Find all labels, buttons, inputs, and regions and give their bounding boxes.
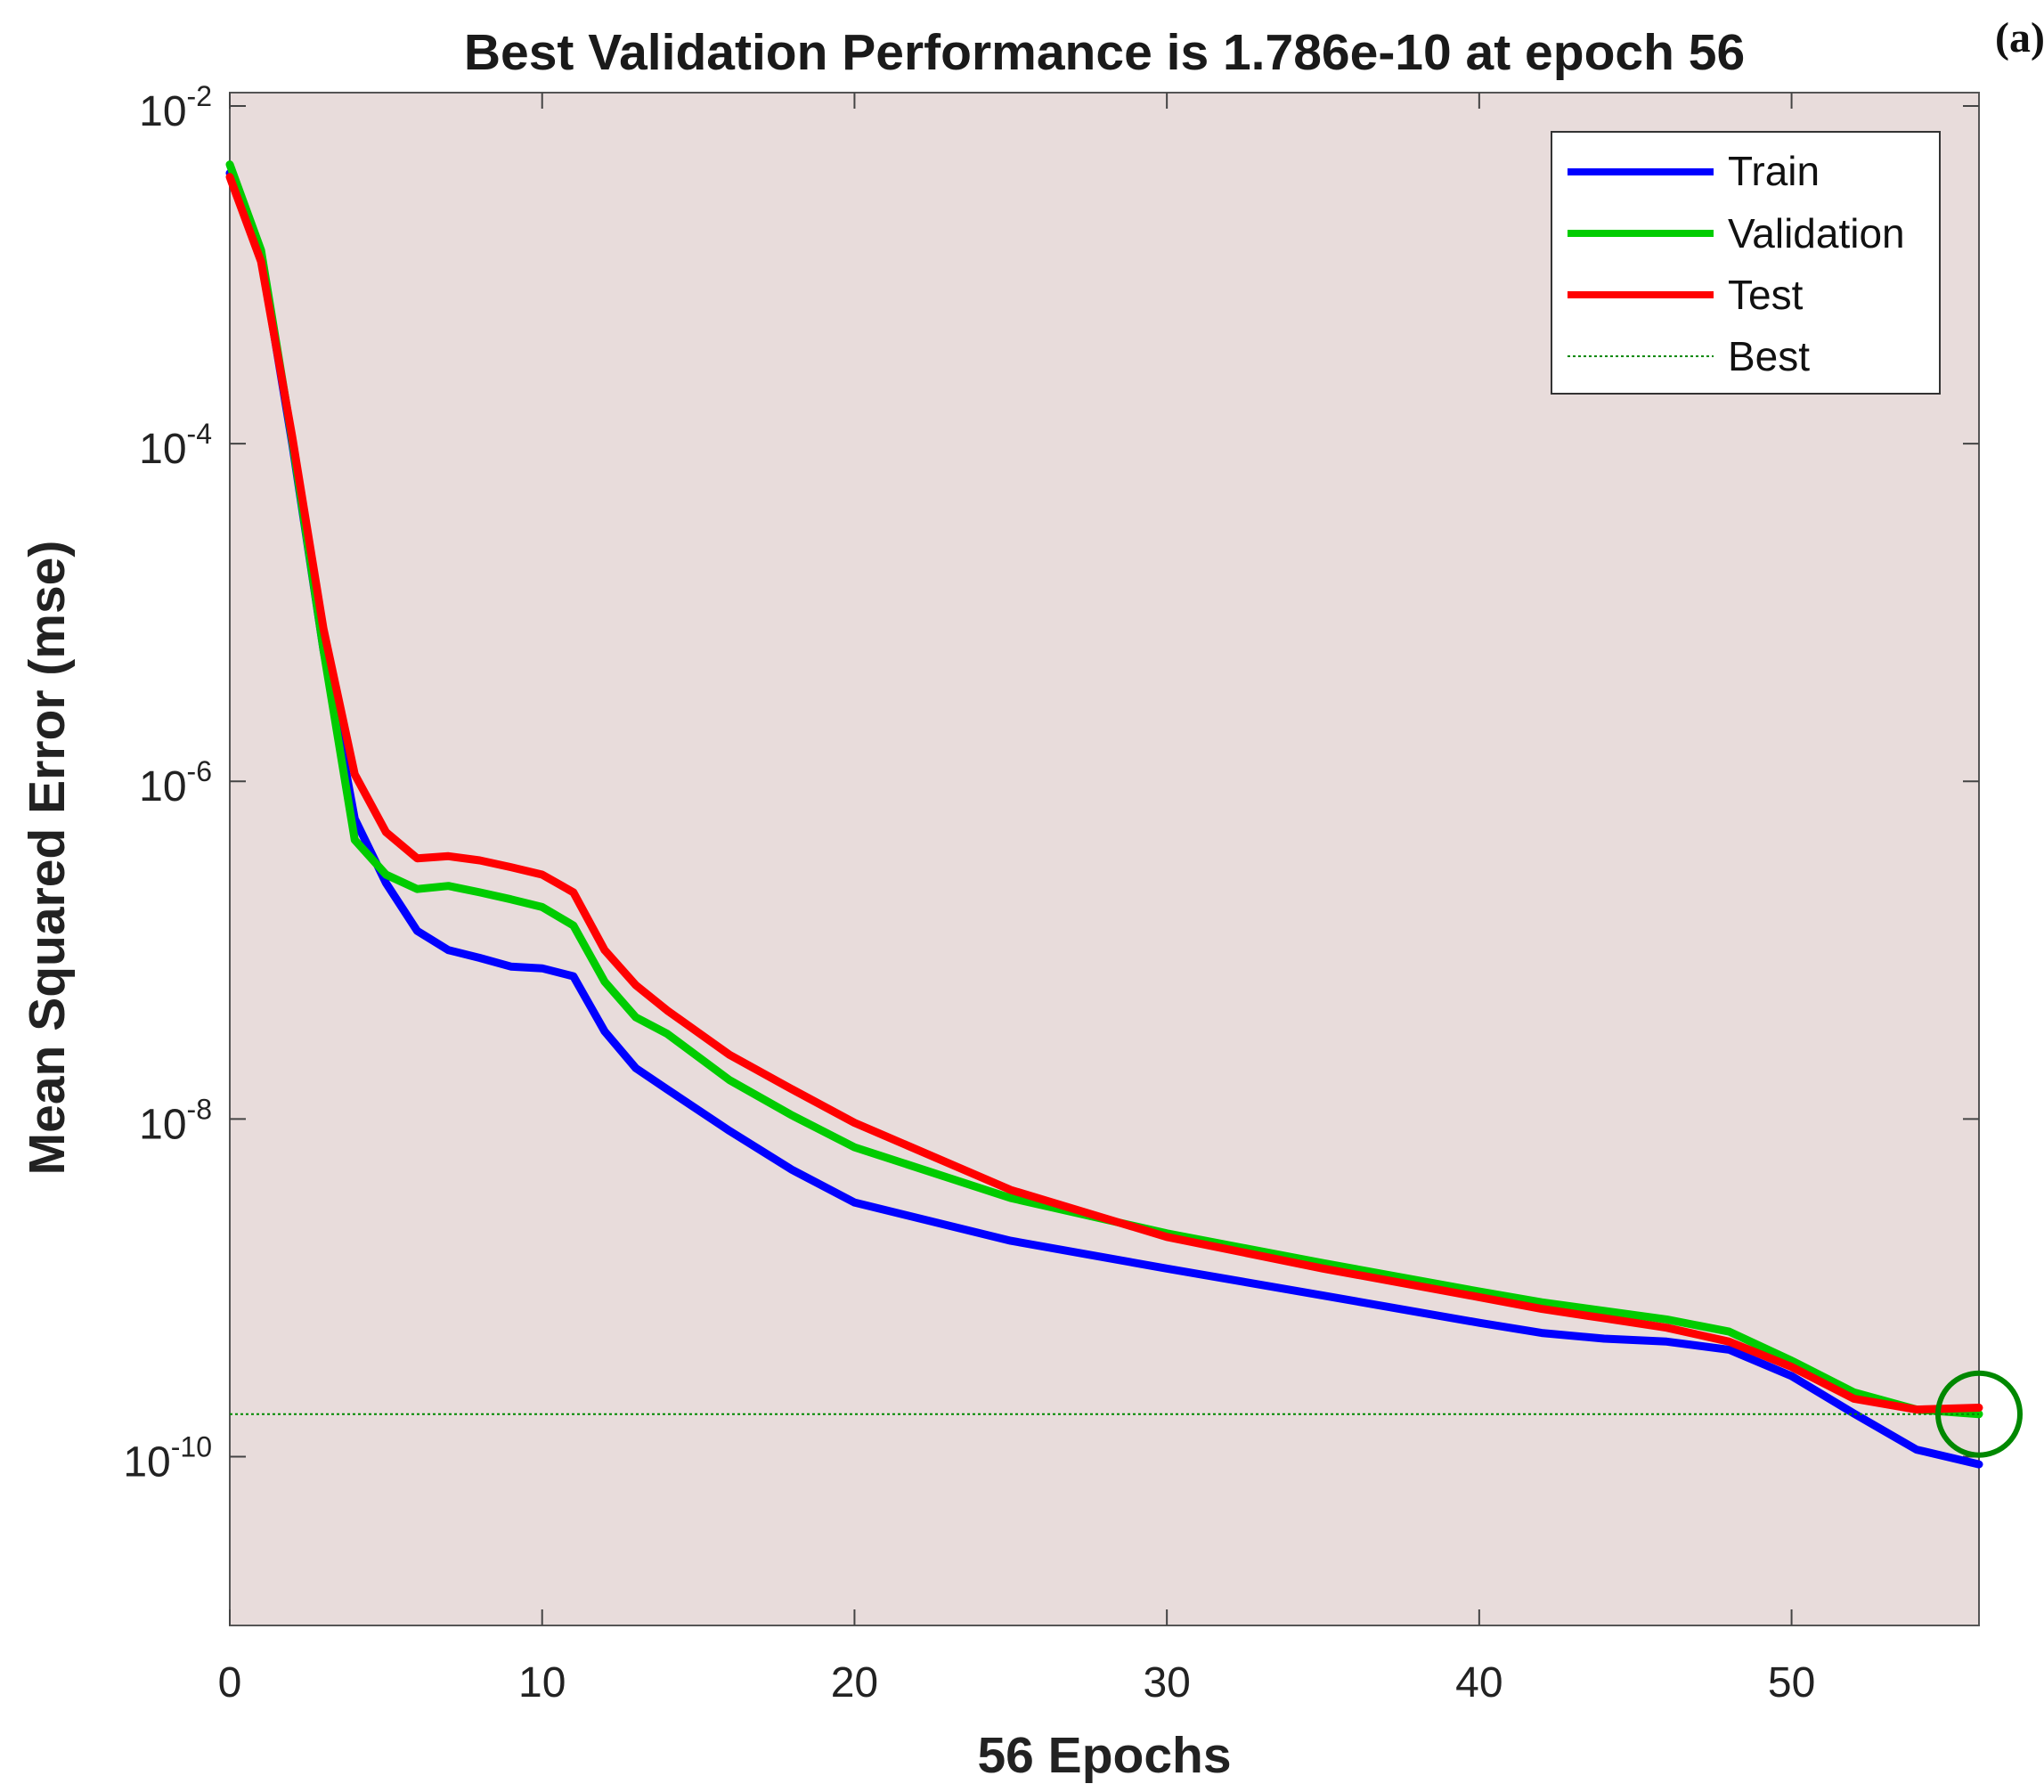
x-tick-label: 20: [831, 1659, 878, 1706]
legend-label-train: Train: [1728, 148, 1820, 194]
legend: Train Validation Test Best: [1551, 131, 1941, 395]
chart-title: Best Validation Performance is 1.786e-10…: [464, 24, 1745, 81]
y-tick-label: 10-10: [123, 1430, 212, 1486]
legend-label-validation: Validation: [1728, 210, 1905, 257]
x-tick-label: 10: [518, 1659, 566, 1706]
best-marker-circle: [1935, 1370, 2023, 1458]
x-tick-label: 30: [1143, 1659, 1190, 1706]
y-tick-label: 10-4: [139, 418, 212, 473]
y-ticks: 10-10 10-8 10-6 10-4 10-2: [123, 80, 1979, 1486]
legend-label-best: Best: [1728, 333, 1810, 379]
series-layer: [225, 160, 1983, 1469]
x-axis-label: 56 Epochs: [977, 1727, 1231, 1784]
series-line-validation: [225, 160, 1983, 1419]
x-ticks: 0 10 20 30 40 50: [218, 93, 1815, 1706]
panel-label: (a): [1995, 14, 2044, 61]
y-axis-label: Mean Squared Error (mse): [19, 541, 76, 1176]
x-tick-label: 40: [1455, 1659, 1502, 1706]
y-tick-label: 10-6: [139, 755, 212, 810]
series-line-test: [225, 173, 1983, 1414]
y-tick-label: 10-8: [139, 1093, 212, 1148]
best-layer: [230, 1370, 2023, 1458]
x-tick-label: 50: [1768, 1659, 1815, 1706]
legend-label-test: Test: [1728, 272, 1804, 318]
x-tick-label: 0: [218, 1659, 242, 1706]
y-tick-label: 10-2: [139, 80, 212, 135]
